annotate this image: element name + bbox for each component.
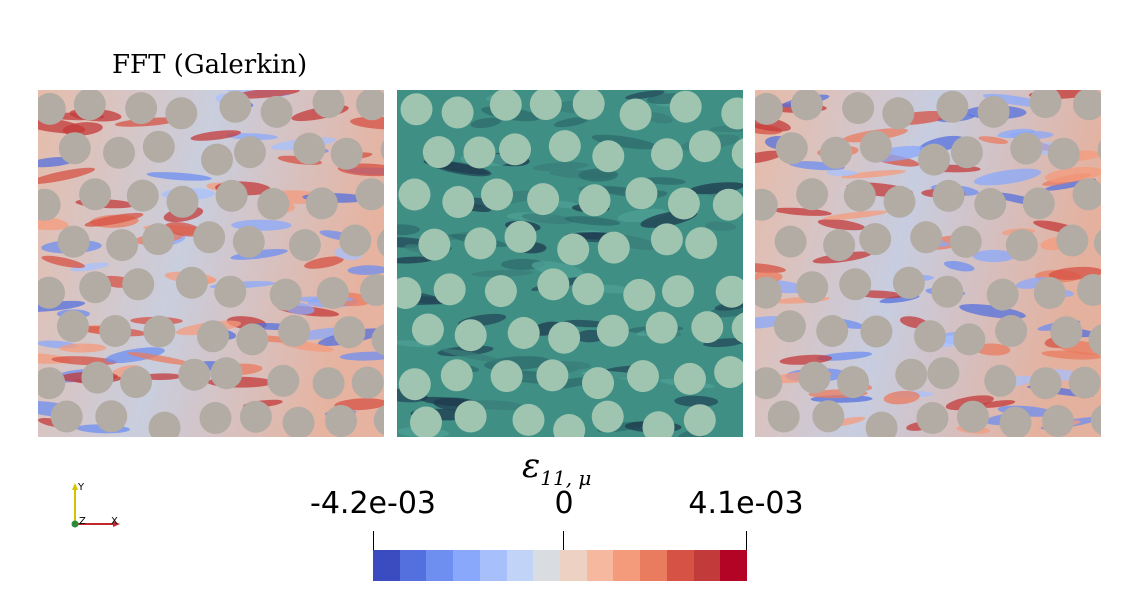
axis-y-label: Y [77, 482, 85, 493]
colorbar-mid-tick [563, 531, 564, 551]
panel-title: FFT (Galerkin) [112, 50, 308, 80]
colorbar-swatch [693, 550, 721, 581]
colorbar-swatch [426, 550, 454, 581]
colorbar-swatch [720, 550, 748, 581]
strain-field-panel-left [38, 90, 384, 437]
colorbar-title-symbol: ε [522, 446, 541, 486]
colorbar-swatch [506, 550, 534, 581]
axis-x-label: X [111, 516, 118, 527]
strain-field-panel-right [755, 90, 1101, 437]
colorbar-swatch [479, 550, 507, 581]
colorbar-title: ε11, μ [522, 446, 591, 490]
colorbar-min-tick [373, 531, 374, 551]
axes-orientation-triad: Y X Z [64, 480, 134, 540]
colorbar-swatch [453, 550, 480, 581]
colorbar-max-tick [746, 531, 747, 551]
material-phase-panel [397, 90, 743, 437]
colorbar-swatch [399, 550, 427, 581]
colorbar [373, 550, 748, 581]
colorbar-swatch [533, 550, 561, 581]
colorbar-swatch [613, 550, 641, 581]
colorbar-max-label: 4.1e-03 [688, 486, 804, 521]
colorbar-title-subscript: 11, μ [540, 465, 592, 490]
axis-z-label: Z [79, 516, 86, 527]
colorbar-swatch [560, 550, 587, 581]
colorbar-mid-label: 0 [554, 486, 574, 521]
colorbar-min-label: -4.2e-03 [310, 486, 436, 521]
colorbar-swatch [373, 550, 400, 581]
colorbar-swatch [586, 550, 614, 581]
colorbar-swatch [666, 550, 694, 581]
colorbar-swatch [640, 550, 667, 581]
